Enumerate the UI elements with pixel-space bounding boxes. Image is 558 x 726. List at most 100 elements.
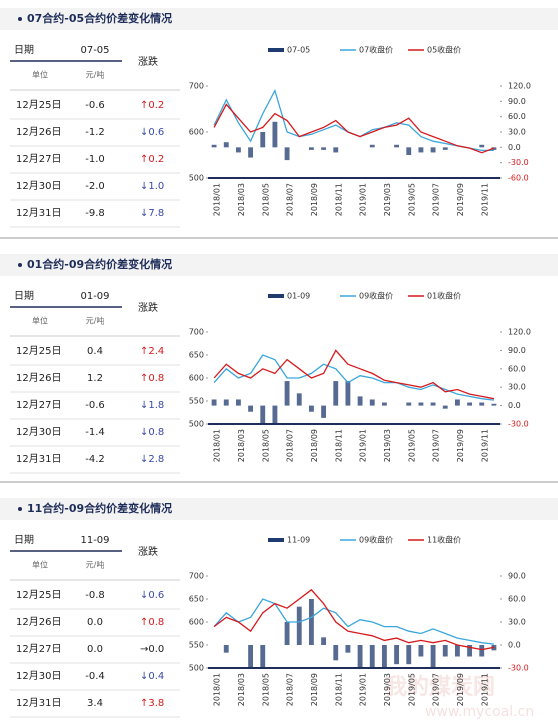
- value-cell: 0.4: [87, 346, 103, 357]
- x-tick-label: 2018/09: [310, 183, 319, 216]
- bar: [406, 402, 412, 406]
- value-cell: -1.4: [85, 427, 105, 438]
- value-cell: 0.0: [87, 644, 103, 655]
- bar: [333, 147, 339, 153]
- y2-tick-label: 120.0: [508, 328, 531, 337]
- x-tick-label: 2018/11: [334, 429, 343, 462]
- bar: [308, 405, 314, 412]
- y2-tick-label: 60.0: [508, 595, 526, 604]
- bar: [333, 381, 339, 406]
- value-cell: 1.2: [87, 373, 103, 384]
- value-cell: -2.0: [85, 181, 105, 192]
- bar: [418, 147, 424, 153]
- x-tick-label: 2019/01: [359, 673, 368, 706]
- bar: [321, 637, 327, 645]
- x-tick-label: 2018/09: [310, 673, 319, 706]
- bar: [479, 402, 485, 406]
- bar: [345, 381, 351, 406]
- change-cell: ↓0.8: [140, 427, 164, 438]
- bar: [479, 144, 485, 148]
- bar: [406, 147, 412, 155]
- bar: [430, 147, 436, 153]
- x-tick-label: 2019/03: [383, 673, 392, 706]
- bar: [442, 645, 448, 657]
- bar: [430, 645, 436, 668]
- bar: [248, 645, 254, 668]
- x-tick-label: 2018/03: [237, 183, 246, 216]
- y2-tick-label: 0.0: [508, 641, 521, 650]
- legend-label: 07收盘价: [359, 45, 393, 55]
- value-cell: -0.8: [85, 590, 105, 601]
- y2-tick-label: 30.0: [508, 618, 526, 627]
- header-cell: 07-05: [80, 45, 109, 56]
- date-cell: 12月27日: [16, 399, 61, 411]
- x-tick-label: 2019/03: [383, 183, 392, 216]
- x-tick-label: 2018/05: [261, 183, 270, 216]
- x-tick-label: 2018/03: [237, 429, 246, 462]
- legend-swatch: [268, 538, 284, 542]
- bar: [223, 645, 229, 653]
- date-cell: 12月27日: [16, 643, 61, 655]
- y-tick-label: 700: [189, 328, 204, 337]
- header-cell: 涨跌: [138, 55, 158, 68]
- section-title: 01合约-09合约价差变化情况: [27, 257, 172, 271]
- section-title: 07合约-05合约价差变化情况: [27, 11, 172, 25]
- bar: [394, 645, 400, 665]
- date-cell: 12月31日: [16, 697, 61, 709]
- y2-tick-label: 120.0: [508, 82, 531, 91]
- bar: [381, 402, 387, 406]
- bar: [223, 142, 229, 148]
- y-tick-label: 700: [189, 572, 204, 581]
- change-cell: ↑0.8: [140, 617, 164, 628]
- y-tick-label: 550: [189, 397, 204, 406]
- unit-cell: 单位: [32, 70, 48, 80]
- date-cell: 12月25日: [16, 99, 61, 111]
- date-cell: 12月26日: [16, 616, 61, 628]
- bar: [406, 645, 412, 665]
- bullet: [18, 507, 22, 511]
- unit-cell: 元/吨: [86, 70, 105, 80]
- bar: [223, 399, 229, 406]
- y-tick-label: 600: [189, 618, 204, 627]
- bar: [284, 147, 290, 161]
- y2-tick-label: -30.0: [508, 158, 529, 167]
- x-tick-label: 2018/01: [213, 673, 222, 706]
- y2-tick-label: 60.0: [508, 364, 526, 373]
- y-tick-label: 600: [189, 128, 204, 137]
- x-tick-label: 2019/11: [480, 183, 489, 216]
- bar: [430, 402, 436, 406]
- x-tick-label: 2019/07: [432, 429, 441, 462]
- bar: [479, 645, 485, 657]
- title-band: [0, 254, 558, 276]
- header-cell: 11-09: [80, 535, 109, 546]
- title-band: [0, 498, 558, 520]
- change-cell: ↓1.8: [140, 400, 164, 411]
- y2-tick-label: 30.0: [508, 383, 526, 392]
- x-tick-label: 2019/09: [456, 429, 465, 462]
- bar: [357, 396, 363, 406]
- value-cell: 0.0: [87, 617, 103, 628]
- bar: [260, 132, 266, 148]
- change-cell: ↑0.2: [140, 100, 164, 111]
- y-tick-label: 550: [189, 641, 204, 650]
- y2-tick-label: 0.0: [508, 401, 521, 410]
- value-cell: -9.8: [85, 208, 105, 219]
- bar: [333, 645, 339, 661]
- title-band: [0, 8, 558, 30]
- y-tick-label: 650: [189, 595, 204, 604]
- bar: [296, 393, 302, 406]
- bar: [442, 405, 448, 409]
- legend-label: 01-09: [287, 292, 310, 301]
- bar: [308, 147, 314, 150]
- price-line: [213, 588, 495, 651]
- x-tick-label: 2019/05: [407, 673, 416, 706]
- bar: [211, 144, 217, 148]
- bar: [369, 144, 375, 148]
- x-tick-label: 2018/07: [286, 429, 295, 462]
- legend-label: 09收盘价: [359, 291, 393, 301]
- header-cell: 涨跌: [138, 545, 158, 558]
- legend-swatch: [268, 48, 284, 52]
- x-tick-label: 2018/11: [334, 673, 343, 706]
- bullet: [18, 263, 22, 267]
